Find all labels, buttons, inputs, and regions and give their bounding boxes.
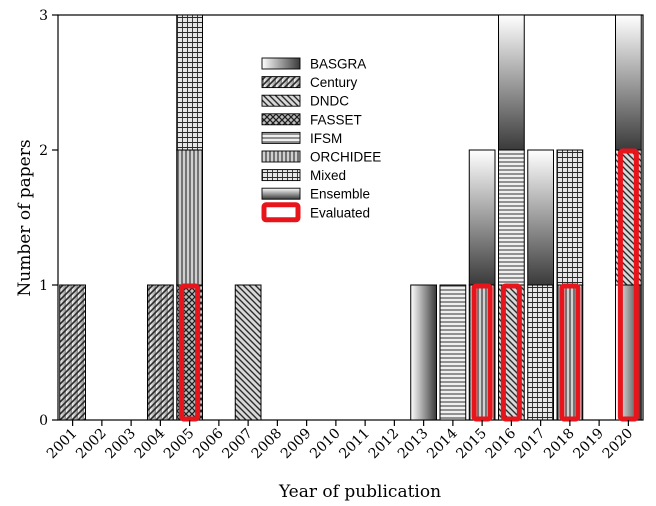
legend-item-evaluated: Evaluated <box>261 202 370 223</box>
legend-label-mixed: Mixed <box>310 168 346 183</box>
bar-orchidee-2005 <box>176 149 203 286</box>
legend-swatch-mixed <box>261 169 301 182</box>
x-tick-label-2011: 2011 <box>336 426 373 463</box>
bar-ifsm-2014 <box>439 284 467 421</box>
legend-swatch-basgra <box>261 57 301 70</box>
legend-swatch-orchidee <box>261 150 301 163</box>
legend-label-ifsm: IFSM <box>310 131 342 146</box>
legend-label-basgra: BASGRA <box>310 57 366 72</box>
bar-ensemble-2017 <box>527 149 554 286</box>
bar-ifsm-2016 <box>498 149 525 286</box>
evaluated-outline-2015 <box>471 283 493 422</box>
x-tick-label-2002: 2002 <box>73 426 110 463</box>
legend-label-century: Century <box>310 75 358 90</box>
x-tick-label-2014: 2014 <box>424 425 461 462</box>
evaluated-outline-2005 <box>179 283 201 422</box>
legend-item-mixed: Mixed <box>261 168 346 183</box>
legend-item-orchidee: ORCHIDEE <box>261 150 381 165</box>
y-tick-label-3: 3 <box>39 8 48 24</box>
x-axis-title: Year of publication <box>278 482 441 502</box>
x-tick-label-2009: 2009 <box>278 426 315 463</box>
bar-mixed-2017 <box>527 284 554 421</box>
x-tick-label-2020: 2020 <box>600 426 637 463</box>
legend-item-basgra: BASGRA <box>261 57 366 72</box>
legend-item-century: Century <box>261 75 358 90</box>
x-tick-label-2015: 2015 <box>453 426 490 463</box>
evaluated-outlines-layer <box>179 148 639 422</box>
bar-dndc-2007 <box>234 284 262 421</box>
legend: BASGRA Century DNDC FASSET IFSM ORCHIDEE Mixed… <box>261 57 381 223</box>
y-tick-label-2: 2 <box>39 143 48 159</box>
legend-swatch-ifsm <box>261 131 301 144</box>
y-axis-title: Number of papers <box>15 139 35 296</box>
legend-item-ifsm: IFSM <box>261 131 342 146</box>
bar-basgra-2013 <box>410 284 437 421</box>
legend-swatch-ensemble <box>261 187 301 200</box>
bar-century-2004 <box>147 284 174 421</box>
legend-label-dndc: DNDC <box>310 94 349 109</box>
x-tick-label-2006: 2006 <box>190 425 227 462</box>
x-tick-label-2004: 2004 <box>132 425 169 462</box>
legend-label-ensemble: Ensemble <box>310 187 370 202</box>
legend-swatch-evaluated <box>261 202 301 223</box>
y-tick-label-1: 1 <box>39 278 48 294</box>
bar-mixed-2005 <box>176 14 203 151</box>
legend-swatch-dndc <box>261 94 301 107</box>
x-tick-label-2003: 2003 <box>102 426 139 463</box>
bar-century-2001 <box>59 284 86 421</box>
x-tick-label-2016: 2016 <box>483 425 520 462</box>
legend-swatch-fasset <box>261 113 301 126</box>
legend-label-orchidee: ORCHIDEE <box>310 150 381 165</box>
evaluated-outline-2016 <box>500 283 522 422</box>
x-tick-label-2005: 2005 <box>161 426 198 463</box>
y-tick-label-0: 0 <box>39 413 48 429</box>
bar-ensemble-2016 <box>498 14 525 151</box>
legend-label-evaluated: Evaluated <box>310 205 370 220</box>
legend-label-fasset: FASSET <box>310 112 362 127</box>
bar-ensemble-2015 <box>468 149 496 286</box>
x-tick-label-2008: 2008 <box>249 426 286 463</box>
evaluated-outline-2018 <box>559 283 581 422</box>
evaluated-outline-2020 <box>617 148 639 422</box>
legend-item-dndc: DNDC <box>261 94 349 109</box>
x-tick-label-2010: 2010 <box>307 426 344 463</box>
x-tick-label-2001: 2001 <box>44 426 81 463</box>
x-tick-label-2013: 2013 <box>395 426 432 463</box>
bar-mixed-2018 <box>556 149 584 286</box>
x-tick-label-2018: 2018 <box>541 426 578 463</box>
x-tick-label-2017: 2017 <box>512 426 549 463</box>
x-tick-label-2019: 2019 <box>570 426 607 463</box>
legend-swatch-century <box>261 76 301 89</box>
x-tick-label-2007: 2007 <box>219 426 256 463</box>
legend-item-ensemble: Ensemble <box>261 187 370 202</box>
x-tick-label-2012: 2012 <box>366 426 403 463</box>
bar-ensemble-2020 <box>615 14 642 151</box>
legend-item-fasset: FASSET <box>261 112 362 127</box>
